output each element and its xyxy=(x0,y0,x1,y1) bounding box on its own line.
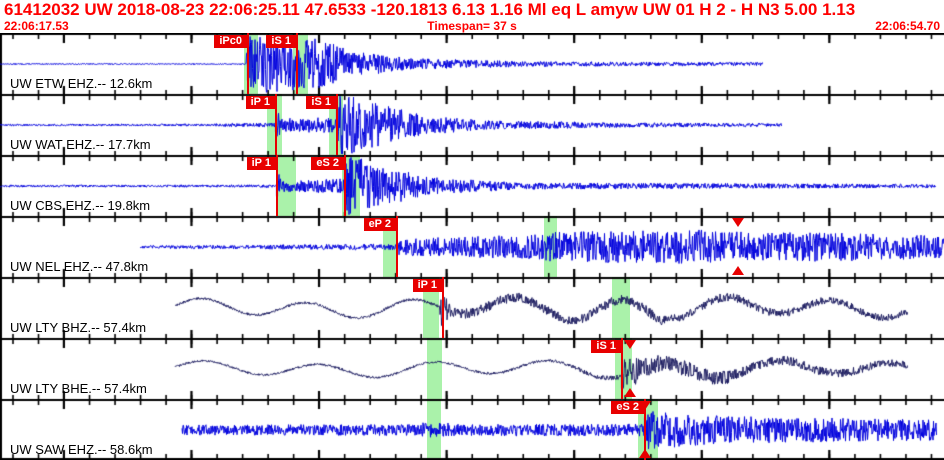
pick-flag[interactable]: iS 1 xyxy=(306,96,336,109)
pick-line[interactable] xyxy=(336,94,338,155)
trace-label: UW WAT EHZ.-- 17.7km xyxy=(10,137,151,152)
pick-line[interactable] xyxy=(247,33,249,94)
pick-flag[interactable]: eS 2 xyxy=(611,401,644,414)
header: 61412032 UW 2018-08-23 22:06:25.11 47.65… xyxy=(0,0,944,33)
trace-row: UW ETW EHZ.-- 12.6km iPc0 iS 1 xyxy=(0,33,944,94)
pick-flag[interactable]: iS 1 xyxy=(266,35,296,48)
trace-label: UW CBS EHZ.-- 19.8km xyxy=(10,198,151,213)
pick-overlay-layer: UW ETW EHZ.-- 12.6km iPc0 iS 1 UW WAT EHZ.-… xyxy=(0,33,944,460)
pick-line[interactable] xyxy=(275,94,277,155)
duration-marker-bottom[interactable] xyxy=(624,388,636,397)
pick-flag[interactable]: iP 1 xyxy=(245,96,275,109)
pick-line[interactable] xyxy=(442,277,444,338)
trace-label: UW LTY BHZ.-- 57.4km xyxy=(10,320,147,335)
pick-flag[interactable]: eP 2 xyxy=(363,218,396,231)
seismogram-canvas[interactable] xyxy=(0,33,944,460)
duration-marker-top[interactable] xyxy=(639,401,651,410)
duration-marker-bottom[interactable] xyxy=(732,266,744,275)
window-end-time: 22:06:54.70 xyxy=(875,19,940,33)
trace-row: UW LTY BHZ.-- 57.4km iP 1 xyxy=(0,277,944,338)
pick-line[interactable] xyxy=(296,33,298,94)
duration-marker-top[interactable] xyxy=(624,340,636,349)
window-start-time: 22:06:17.53 xyxy=(4,19,69,33)
pick-flag[interactable]: iPc0 xyxy=(214,35,247,48)
trace-label: UW NEL EHZ.-- 47.8km xyxy=(10,259,149,274)
trace-label: UW ETW EHZ.-- 12.6km xyxy=(10,76,153,91)
pick-line[interactable] xyxy=(621,338,623,399)
trace-row: UW LTY BHE.-- 57.4km iS 1 xyxy=(0,338,944,399)
pick-flag[interactable]: eS 2 xyxy=(311,157,344,170)
duration-marker-bottom[interactable] xyxy=(639,449,651,458)
trace-row: UW CBS EHZ.-- 19.8km iP 1 eS 2 xyxy=(0,155,944,216)
trace-row: UW NEL EHZ.-- 47.8km eP 2 xyxy=(0,216,944,277)
pick-line[interactable] xyxy=(396,216,398,277)
pick-line[interactable] xyxy=(644,399,646,460)
pick-flag[interactable]: iP 1 xyxy=(246,157,276,170)
trace-row: UW WAT EHZ.-- 17.7km iP 1 iS 1 xyxy=(0,94,944,155)
event-summary-line: 61412032 UW 2018-08-23 22:06:25.11 47.65… xyxy=(4,0,856,19)
timespan-label: Timespan= 37 s xyxy=(427,19,517,33)
trace-label: UW LTY BHE.-- 57.4km xyxy=(10,381,147,396)
pick-flag[interactable]: iP 1 xyxy=(412,279,442,292)
pick-flag[interactable]: iS 1 xyxy=(591,340,621,353)
trace-label: UW SAW EHZ.-- 58.6km xyxy=(10,442,153,457)
trace-row: UW SAW EHZ.-- 58.6km eS 2 xyxy=(0,399,944,460)
pick-line[interactable] xyxy=(344,155,346,216)
pick-line[interactable] xyxy=(276,155,278,216)
duration-marker-top[interactable] xyxy=(732,218,744,227)
